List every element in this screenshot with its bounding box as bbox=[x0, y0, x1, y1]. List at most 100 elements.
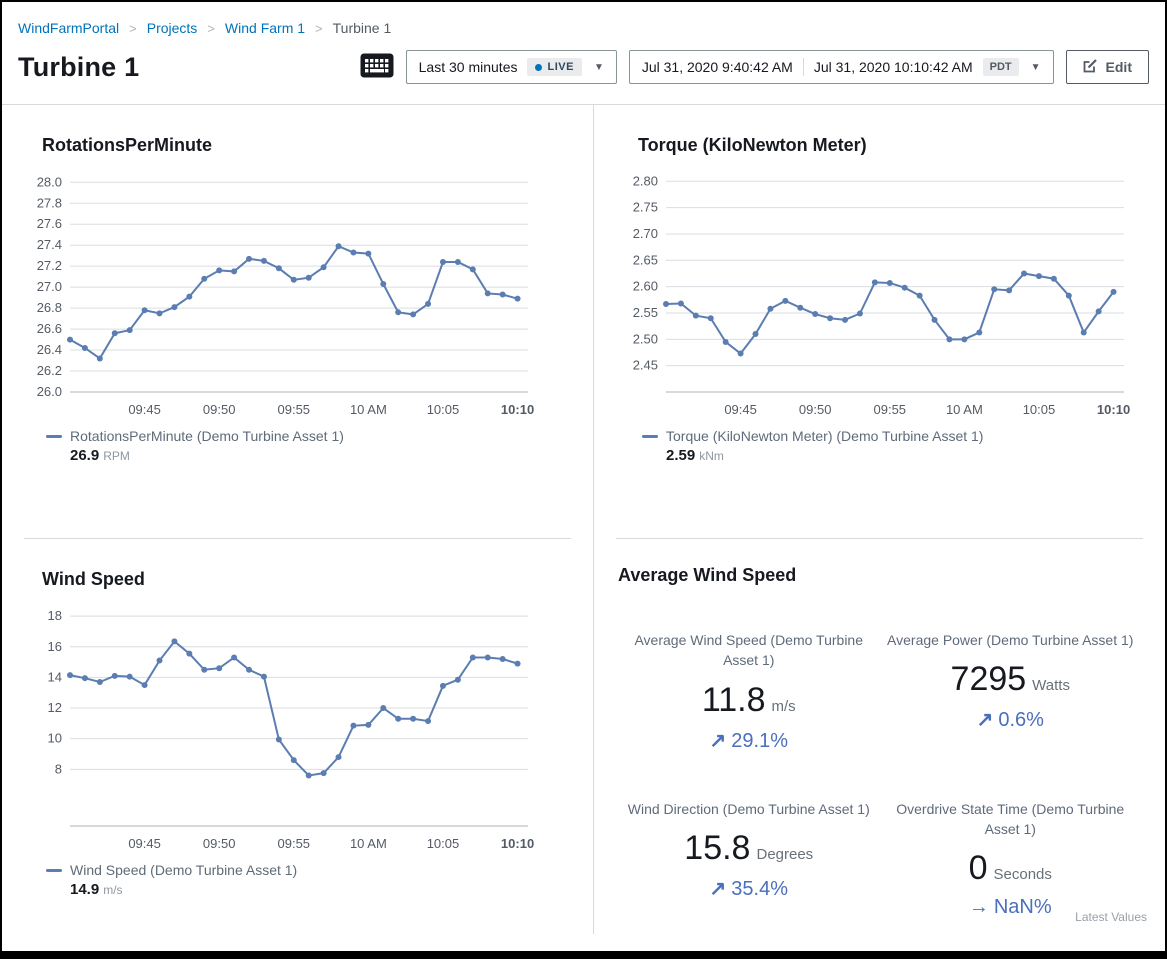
legend-unit: m/s bbox=[103, 883, 123, 897]
trend-up-icon: ↗ bbox=[709, 877, 727, 900]
breadcrumb-link-projects[interactable]: Projects bbox=[146, 20, 198, 36]
svg-text:26.4: 26.4 bbox=[37, 342, 62, 357]
chevron-right-icon: > bbox=[207, 20, 215, 36]
legend-line-swatch bbox=[642, 434, 658, 438]
chart-legend: RotationsPerMinute (Demo Turbine Asset 1… bbox=[46, 428, 593, 465]
trend-flat-icon: → bbox=[968, 896, 989, 919]
svg-text:27.0: 27.0 bbox=[37, 279, 62, 294]
breadcrumb: WindFarmPortal > Projects > Wind Farm 1 … bbox=[2, 2, 1165, 36]
svg-text:2.75: 2.75 bbox=[633, 200, 658, 215]
breadcrumb-link-wind-farm[interactable]: Wind Farm 1 bbox=[224, 20, 306, 36]
trend-up-icon: ↗ bbox=[709, 729, 727, 752]
kpi-value: 11.8 bbox=[701, 680, 766, 719]
svg-text:10:05: 10:05 bbox=[1023, 402, 1056, 417]
time-range-select[interactable]: Last 30 minutes LIVE ▼ bbox=[405, 50, 617, 84]
kpi-label: Average Wind Speed (Demo Turbine Asset 1… bbox=[634, 632, 864, 669]
svg-text:2.80: 2.80 bbox=[633, 173, 658, 188]
torque-panel: Torque (KiloNewton Meter) 2.45 2.50 2.55 2.… bbox=[594, 105, 1165, 538]
rotations-per-minute-panel: RotationsPerMinute 26.0 26.2 26.4 26.6 26.8 2… bbox=[2, 105, 593, 538]
svg-text:10 AM: 10 AM bbox=[350, 836, 387, 851]
kpi-trend-value: 35.4% bbox=[731, 877, 788, 900]
date-range-control[interactable]: Jul 31, 2020 9:40:42 AM Jul 31, 2020 10:… bbox=[628, 50, 1054, 84]
svg-text:27.6: 27.6 bbox=[37, 216, 62, 231]
kpi-label: Average Power (Demo Turbine Asset 1) bbox=[887, 632, 1134, 648]
kpi-trend: ↗ 29.1% bbox=[618, 728, 880, 753]
kpi-average-wind-speed: Average Wind Speed (Demo Turbine Asset 1… bbox=[618, 630, 880, 753]
svg-text:18: 18 bbox=[48, 608, 62, 623]
svg-text:09:55: 09:55 bbox=[874, 402, 907, 417]
average-wind-speed-panel: Average Wind Speed Average Wind Speed (D… bbox=[594, 539, 1165, 934]
start-time: Jul 31, 2020 9:40:42 AM bbox=[641, 59, 793, 75]
svg-text:2.50: 2.50 bbox=[633, 331, 658, 346]
svg-text:14: 14 bbox=[48, 669, 62, 684]
svg-text:28.0: 28.0 bbox=[37, 174, 62, 189]
kpi-label: Overdrive State Time (Demo Turbine Asset… bbox=[896, 800, 1125, 837]
svg-text:2.45: 2.45 bbox=[633, 358, 658, 373]
chart-legend: Torque (KiloNewton Meter) (Demo Turbine … bbox=[642, 428, 1165, 465]
trend-up-icon: ↗ bbox=[976, 709, 994, 732]
svg-text:09:45: 09:45 bbox=[128, 402, 161, 417]
legend-label: Torque (KiloNewton Meter) (Demo Turbine … bbox=[666, 428, 984, 444]
svg-text:09:50: 09:50 bbox=[203, 836, 236, 851]
svg-text:8: 8 bbox=[55, 761, 62, 776]
breadcrumb-link-portal[interactable]: WindFarmPortal bbox=[18, 20, 120, 36]
live-badge-label: LIVE bbox=[547, 61, 574, 73]
torque-chart[interactable]: 2.45 2.50 2.55 2.60 2.65 2.70 2.75 2.80 09:45 09:… bbox=[626, 168, 1132, 422]
time-controls: Last 30 minutes LIVE ▼ Jul 31, 2020 9:40… bbox=[360, 50, 1149, 84]
kpi-value: 15.8 bbox=[684, 828, 751, 867]
legend-label: RotationsPerMinute (Demo Turbine Asset 1… bbox=[70, 428, 344, 444]
svg-text:27.4: 27.4 bbox=[37, 237, 62, 252]
legend-latest-value: 2.59 bbox=[666, 447, 696, 464]
svg-text:10: 10 bbox=[48, 731, 62, 746]
svg-text:10:05: 10:05 bbox=[427, 836, 460, 851]
timezone-badge: PDT bbox=[982, 58, 1019, 76]
kpi-value: 0 bbox=[968, 849, 988, 888]
legend-line-swatch bbox=[46, 868, 62, 872]
kpi-grid: Average Wind Speed (Demo Turbine Asset 1… bbox=[618, 630, 1141, 919]
keyboard-icon bbox=[360, 53, 394, 81]
chevron-down-icon: ▼ bbox=[1030, 61, 1041, 73]
svg-text:2.70: 2.70 bbox=[633, 226, 658, 241]
svg-text:10:10: 10:10 bbox=[1097, 402, 1130, 417]
legend-unit: kNm bbox=[699, 449, 724, 463]
chart-title: Torque (KiloNewton Meter) bbox=[638, 135, 867, 155]
svg-text:2.60: 2.60 bbox=[633, 279, 658, 294]
chart-legend: Wind Speed (Demo Turbine Asset 1) 14.9 m/… bbox=[46, 862, 593, 899]
legend-line-swatch bbox=[46, 434, 62, 438]
edit-button[interactable]: Edit bbox=[1065, 50, 1149, 84]
header-divider bbox=[2, 104, 1165, 105]
wind-speed-chart[interactable]: 8 10 12 14 16 18 09:45 09:50 09:55 10 AM 10:05 10:1… bbox=[30, 602, 536, 856]
live-badge: LIVE bbox=[527, 58, 582, 76]
dashboard-grid: RotationsPerMinute 26.0 26.2 26.4 26.6 26.8 2… bbox=[2, 105, 1165, 934]
dashboard-column-right: Torque (KiloNewton Meter) 2.45 2.50 2.55 2.… bbox=[593, 105, 1165, 934]
legend-label: Wind Speed (Demo Turbine Asset 1) bbox=[70, 862, 298, 878]
kpi-overdrive-state-time: Overdrive State Time (Demo Turbine Asset… bbox=[880, 799, 1142, 920]
chart-title: Wind Speed bbox=[42, 569, 145, 589]
svg-text:10 AM: 10 AM bbox=[350, 402, 387, 417]
kpi-unit: Degrees bbox=[756, 845, 814, 863]
time-range-label: Last 30 minutes bbox=[418, 59, 518, 75]
kpi-label: Wind Direction (Demo Turbine Asset 1) bbox=[627, 800, 870, 817]
rotations-per-minute-chart[interactable]: 26.0 26.2 26.4 26.6 26.8 27.0 27.2 27.4 27.6 27.8… bbox=[30, 168, 536, 422]
kpi-unit: Watts bbox=[1032, 677, 1070, 695]
svg-text:16: 16 bbox=[48, 639, 62, 654]
svg-text:10 AM: 10 AM bbox=[946, 402, 983, 417]
chevron-down-icon: ▼ bbox=[593, 61, 604, 73]
kpi-wind-direction: Wind Direction (Demo Turbine Asset 1) 15… bbox=[618, 799, 880, 920]
breadcrumb-current: Turbine 1 bbox=[332, 20, 392, 36]
edit-icon bbox=[1083, 58, 1098, 76]
svg-text:09:50: 09:50 bbox=[799, 402, 832, 417]
chevron-right-icon: > bbox=[315, 20, 323, 36]
latest-values-label: Latest Values bbox=[1075, 910, 1147, 924]
chevron-right-icon: > bbox=[129, 20, 137, 36]
kpi-trend-value: 0.6% bbox=[998, 709, 1044, 732]
legend-latest-value: 14.9 bbox=[70, 881, 100, 898]
kpi-value: 7295 bbox=[950, 660, 1027, 699]
svg-text:09:55: 09:55 bbox=[278, 836, 311, 851]
page-title: Turbine 1 bbox=[18, 51, 140, 82]
kpi-unit: m/s bbox=[771, 697, 796, 715]
svg-text:27.2: 27.2 bbox=[37, 258, 62, 273]
row-divider bbox=[24, 538, 571, 539]
wind-speed-panel: Wind Speed 8 10 12 14 16 18 09:45 09:50 09:55 10 … bbox=[2, 539, 593, 934]
keyboard-shortcuts-button[interactable] bbox=[360, 53, 394, 81]
